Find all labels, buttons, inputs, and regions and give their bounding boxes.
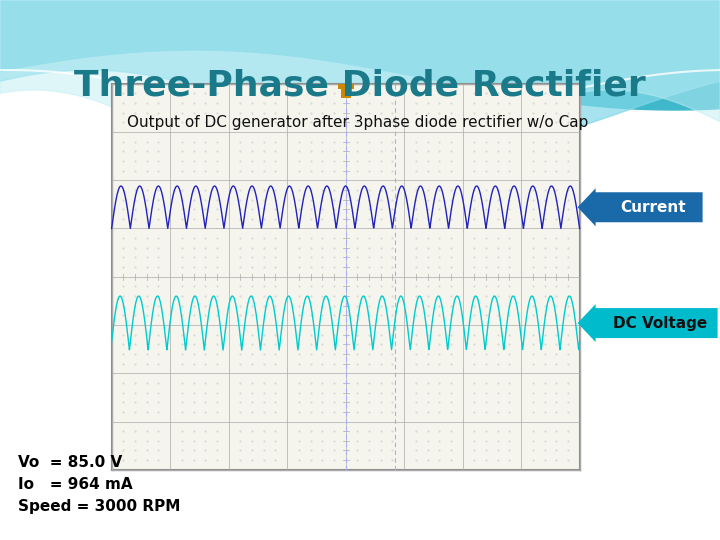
Text: Vo  = 85.0 V
Io   = 964 mA
Speed = 3000 RPM: Vo = 85.0 V Io = 964 mA Speed = 3000 RPM [18, 455, 181, 515]
FancyArrow shape [577, 304, 718, 342]
Text: Current: Current [621, 200, 686, 215]
Bar [341, 84, 351, 98]
Text: Three-Phase Diode Rectifier: Three-Phase Diode Rectifier [74, 68, 646, 102]
FancyArrow shape [577, 188, 703, 226]
Bar [112, 84, 580, 470]
Bar [338, 84, 354, 89]
Text: DC Voltage: DC Voltage [613, 315, 708, 330]
Text: Output of DC generator after 3phase diode rectifier w/o Cap: Output of DC generator after 3phase diod… [127, 114, 589, 130]
